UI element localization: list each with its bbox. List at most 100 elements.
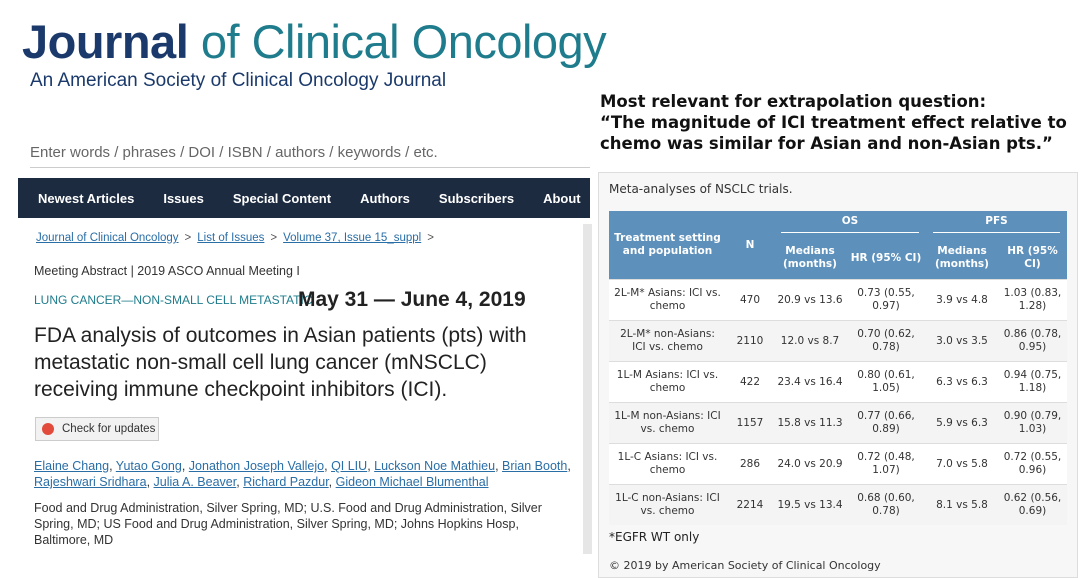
table-row: 2L-M* Asians: ICI vs. chemo 470 20.9 vs 13… [609, 279, 1067, 321]
table-panel: Meta-analyses of NSCLC trials. Treatment… [598, 172, 1078, 578]
header-cell: HR (95% CI) [846, 237, 926, 280]
table-cell: 7.0 vs 5.8 [926, 443, 998, 485]
table-row: 1L-C Asians: ICI vs. chemo 286 24.0 vs 20.… [609, 443, 1067, 485]
button-label: Check for updates [62, 423, 156, 435]
nav-item[interactable]: About [543, 190, 581, 206]
table-row: 2L-M* non-Asians: ICI vs. chemo 2110 12.0 … [609, 320, 1067, 362]
logo-rest: of Clinical Oncology [200, 15, 607, 68]
nav-item[interactable]: Subscribers [438, 190, 515, 206]
author-separator: , [567, 459, 571, 473]
header-cell: HR (95% CI) [998, 237, 1067, 280]
author-link[interactable]: Yutao Gong [115, 459, 182, 473]
author-link[interactable]: Julia A. Beaver [153, 475, 237, 489]
article-category: LUNG CANCER—NON-SMALL CELL METASTATIC [34, 293, 313, 307]
table-row: 1L-M non-Asians: ICI vs. chemo 1157 15.8 v… [609, 402, 1067, 444]
table-cell: 3.9 vs 4.8 [926, 279, 998, 321]
header-group: OS [774, 211, 926, 237]
table-cell: 19.5 vs 13.4 [774, 484, 846, 525]
table-cell: 286 [726, 443, 774, 485]
table-cell: 1157 [726, 402, 774, 444]
table-cell: 1.03 (0.83, 1.28) [998, 279, 1067, 321]
nav-bar: Newest Articles Issues Special Content Auth… [18, 178, 590, 218]
callout: Most relevant for extrapolation question… [600, 91, 1078, 154]
data-table: Treatment setting and population N OS PFS M… [609, 211, 1067, 525]
table-cell: 0.72 (0.55, 0.96) [998, 443, 1067, 485]
breadcrumb-separator: > [427, 232, 434, 244]
table-row: 1L-C non-Asians: ICI vs. chemo 2214 19.5 v… [609, 484, 1067, 525]
author-list: Elaine Chang, Yutao Gong, Jonathon Josep… [34, 458, 574, 490]
author-link[interactable]: QI LIU [331, 459, 368, 473]
table-cell: 24.0 vs 20.9 [774, 443, 846, 485]
author-link[interactable]: Brian Booth [502, 459, 568, 473]
breadcrumb-separator: > [184, 232, 192, 244]
table-cell: 0.73 (0.55, 0.97) [846, 279, 926, 321]
header-text: OS [781, 215, 919, 233]
breadcrumb-link[interactable]: Volume 37, Issue 15_suppl [283, 232, 422, 244]
table-cell: 1L-M Asians: ICI vs. chemo [609, 361, 726, 403]
journal-logo[interactable]: Journal of Clinical Oncology [22, 14, 607, 69]
scrollbar[interactable] [583, 224, 592, 554]
table-body: 2L-M* Asians: ICI vs. chemo 470 20.9 vs 13… [609, 279, 1067, 525]
author-separator: , [367, 459, 371, 473]
author-separator: , [109, 459, 113, 473]
nav-item[interactable]: Issues [163, 190, 204, 206]
table-cell: 12.0 vs 8.7 [774, 320, 846, 362]
table-cell: 1L-C non-Asians: ICI vs. chemo [609, 484, 726, 525]
nav-item[interactable]: Special Content [232, 190, 332, 206]
table-row: 1L-M Asians: ICI vs. chemo 422 23.4 vs 16.… [609, 361, 1067, 403]
table-cell: 0.72 (0.48, 1.07) [846, 443, 926, 485]
author-separator: , [181, 459, 186, 473]
nav-item[interactable]: Authors [360, 190, 410, 206]
table-cell: 422 [726, 361, 774, 403]
meeting-dates: May 31 — June 4, 2019 [298, 288, 526, 311]
search-input[interactable]: Enter words / phrases / DOI / ISBN / aut… [30, 144, 590, 168]
table-cell: 2214 [726, 484, 774, 525]
table-cell: 15.8 vs 11.3 [774, 402, 846, 444]
article-meta: Meeting Abstract | 2019 ASCO Annual Meet… [34, 264, 300, 278]
author-link[interactable]: Luckson Noe Mathieu [374, 459, 496, 473]
callout-quote: “The magnitude of ICI treatment effect r… [600, 113, 1067, 153]
table-cell: 1L-M non-Asians: ICI vs. chemo [609, 402, 726, 444]
table-cell: 0.94 (0.75, 1.18) [998, 361, 1067, 403]
table-cell: 20.9 vs 13.6 [774, 279, 846, 321]
author-link[interactable]: Jonathon Joseph Vallejo [188, 459, 325, 473]
logo-main: Journal [22, 15, 189, 68]
table-cell: 2L-M* Asians: ICI vs. chemo [609, 279, 726, 321]
table-cell: 23.4 vs 16.4 [774, 361, 846, 403]
table-cell: 0.70 (0.62, 0.78) [846, 320, 926, 362]
table-cell: 2L-M* non-Asians: ICI vs. chemo [609, 320, 726, 362]
callout-line: Most relevant for extrapolation question… [600, 92, 987, 111]
author-link[interactable]: Elaine Chang [34, 459, 110, 473]
header-cell: N [726, 211, 774, 280]
author-separator: , [146, 475, 151, 489]
author-link[interactable]: Rajeshwari Sridhara [34, 475, 147, 489]
table-cell: 0.62 (0.56, 0.69) [998, 484, 1067, 525]
affiliations: Food and Drug Administration, Silver Spr… [34, 501, 542, 547]
author-link[interactable]: Richard Pazdur [243, 475, 329, 489]
table-cell: 0.86 (0.78, 0.95) [998, 320, 1067, 362]
table-cell: 470 [726, 279, 774, 321]
table-cell: 1L-C Asians: ICI vs. chemo [609, 443, 726, 485]
header-cell: Treatment setting and population [609, 211, 726, 280]
table-cell: 0.68 (0.60, 0.78) [846, 484, 926, 525]
author-separator: , [324, 459, 328, 473]
author-link[interactable]: Gideon Michael Blumenthal [335, 475, 489, 489]
journal-subtitle: An American Society of Clinical Oncology… [30, 70, 447, 91]
table-cell: 0.90 (0.79, 1.03) [998, 402, 1067, 444]
breadcrumb-separator: > [270, 232, 278, 244]
copyright: © 2019 by American Society of Clinical O… [609, 559, 881, 572]
article-title: FDA analysis of outcomes in Asian patien… [34, 324, 527, 401]
check-updates-button[interactable]: Check for updates [35, 417, 159, 441]
table-cell: 0.80 (0.61, 1.05) [846, 361, 926, 403]
table-cell: 5.9 vs 6.3 [926, 402, 998, 444]
breadcrumb-link[interactable]: Journal of Clinical Oncology [36, 232, 179, 244]
nav-item[interactable]: Newest Articles [38, 190, 135, 206]
header-cell: Medians (months) [774, 237, 846, 280]
table-footnote: *EGFR WT only [609, 530, 700, 544]
table-cell: 6.3 vs 6.3 [926, 361, 998, 403]
header-text: PFS [933, 215, 1060, 233]
header-cell: Medians (months) [926, 237, 998, 280]
breadcrumb-link[interactable]: List of Issues [197, 232, 265, 244]
table-cell: 0.77 (0.66, 0.89) [846, 402, 926, 444]
table-cell: 8.1 vs 5.8 [926, 484, 998, 525]
